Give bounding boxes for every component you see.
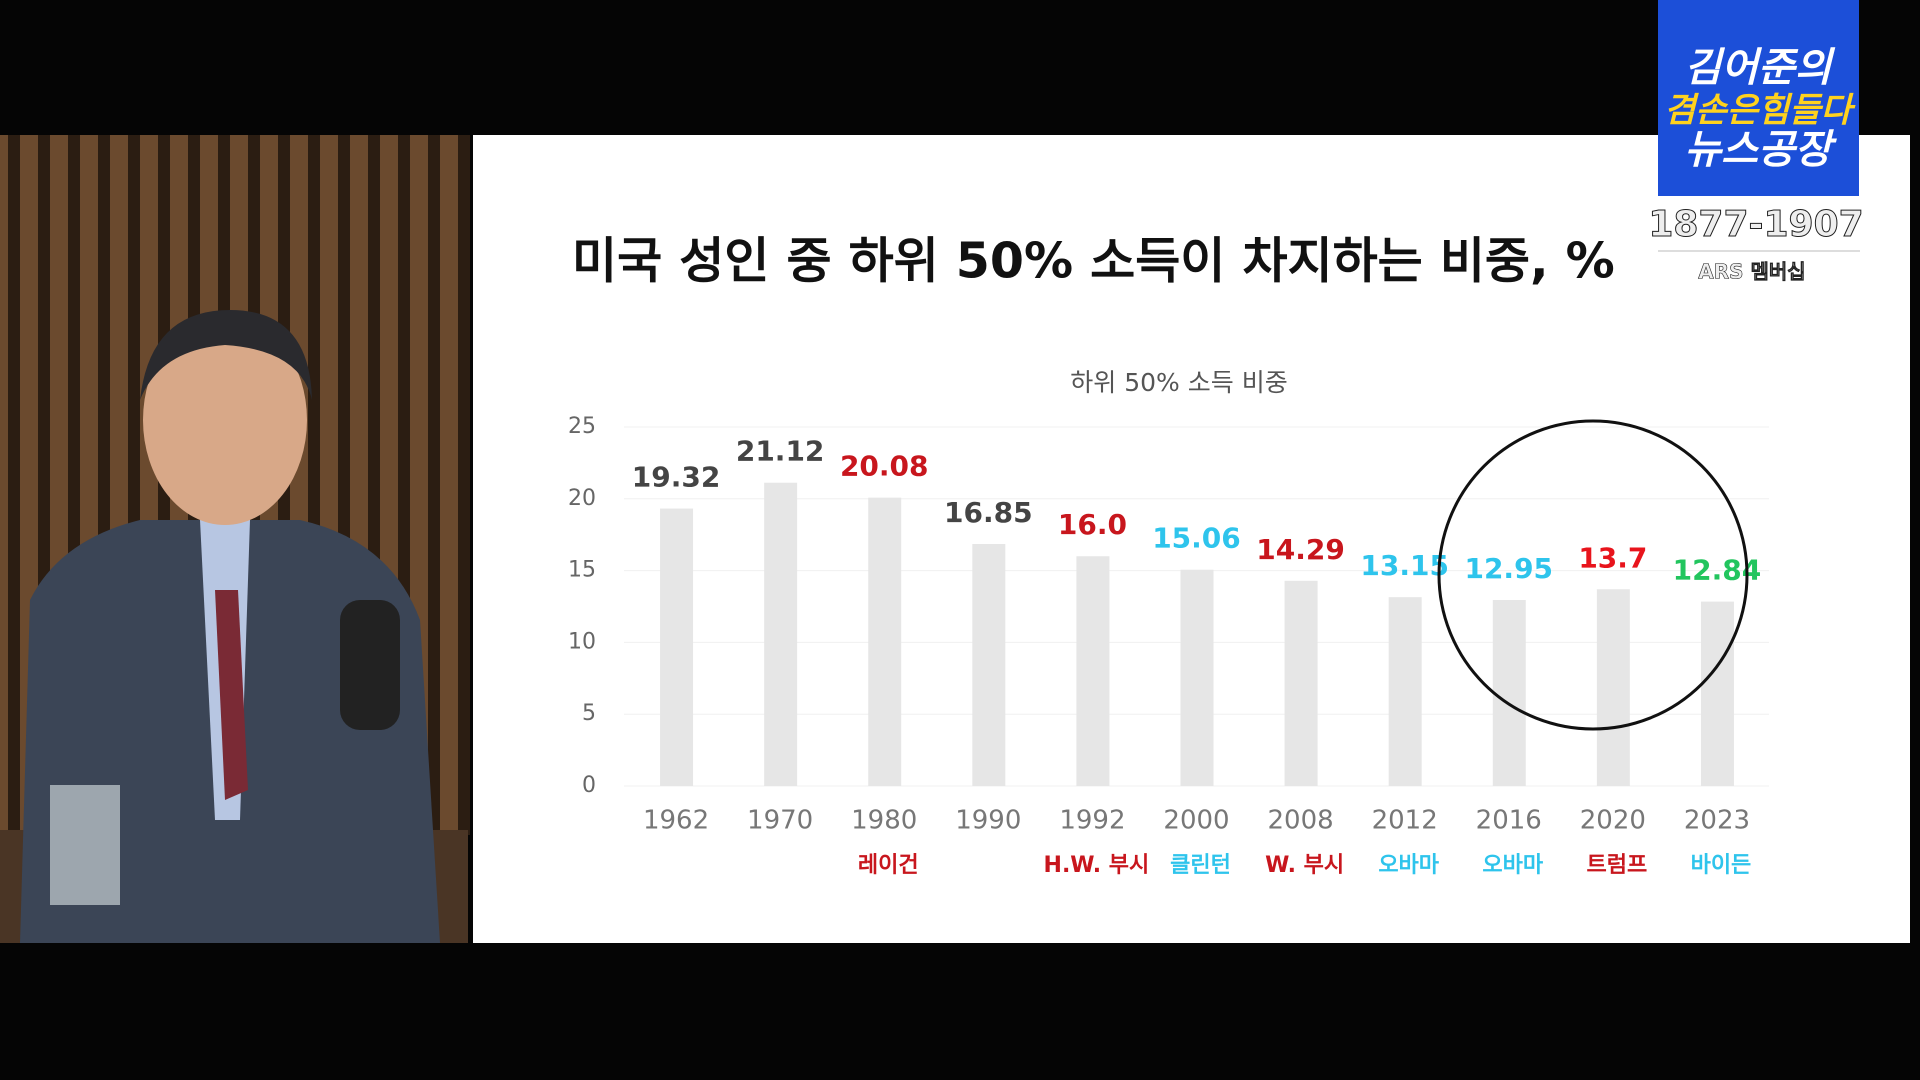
x-tick-label: 2000 — [1163, 806, 1229, 836]
president-label: W. 부시 — [1265, 853, 1344, 878]
value-label: 14.29 — [1256, 533, 1345, 566]
value-label: 13.15 — [1360, 549, 1449, 582]
president-label: 클린턴 — [1170, 853, 1231, 878]
presenter-face — [143, 315, 307, 525]
y-tick-label: 0 — [582, 773, 596, 798]
value-label: 13.7 — [1578, 541, 1647, 574]
logo-text: 뉴스공장 — [1684, 127, 1837, 173]
value-label: 16.0 — [1058, 508, 1127, 541]
logo-text: 김어준의 — [1684, 45, 1835, 91]
bar — [1180, 569, 1214, 786]
bar — [660, 508, 694, 786]
wood-stripe — [458, 135, 470, 835]
hair — [140, 310, 312, 400]
president-label: 바이든 — [1691, 853, 1752, 878]
glass — [50, 785, 120, 905]
bar — [1284, 580, 1318, 786]
x-tick-label: 2012 — [1372, 806, 1438, 836]
y-tick-label: 15 — [568, 558, 596, 583]
phone: 1877-1907 — [1648, 204, 1863, 245]
membership: ARS 멤버십 — [1698, 260, 1805, 284]
logo-box — [1658, 0, 1859, 196]
x-tick-label: 2023 — [1684, 806, 1750, 836]
value-label: 15.06 — [1152, 522, 1241, 555]
tie — [215, 590, 248, 800]
bar — [1492, 600, 1526, 786]
x-tick-label: 2008 — [1268, 806, 1334, 836]
president-label: 트럼프 — [1586, 853, 1647, 878]
x-tick-label: 1980 — [851, 806, 917, 836]
headline: 미국 성인 중 하위 50% 소득이 차지하는 비중, % — [572, 233, 1615, 290]
y-tick-label: 25 — [568, 414, 596, 439]
wood-stripe — [8, 135, 20, 835]
x-tick-label: 1990 — [955, 806, 1021, 836]
magnifier — [1437, 419, 1749, 731]
y-tick-label: 5 — [582, 701, 596, 726]
slide — [473, 135, 1910, 943]
bar — [1388, 597, 1422, 786]
value-label: 12.95 — [1464, 552, 1553, 585]
president-label: 레이건 — [858, 853, 919, 878]
bar — [1596, 589, 1630, 786]
president-label: H.W. 부시 — [1044, 853, 1150, 878]
x-tick-label: 1992 — [1059, 806, 1125, 836]
value-label: 21.12 — [736, 435, 825, 468]
bar — [972, 544, 1006, 786]
president-label: 오바마 — [1378, 853, 1439, 878]
wood-stripe — [428, 135, 440, 835]
bar — [1700, 601, 1734, 786]
y-tick-label: 20 — [568, 486, 596, 511]
x-tick-label: 1962 — [643, 806, 709, 836]
x-tick-label: 2020 — [1580, 806, 1646, 836]
y-tick-label: 10 — [568, 629, 596, 654]
microphone — [340, 600, 400, 730]
president-label: 오바마 — [1482, 853, 1543, 878]
value-label: 16.85 — [944, 496, 1033, 529]
logo-text: 겸손은힘들다 — [1664, 91, 1856, 131]
bar — [868, 497, 902, 786]
value-label: 20.08 — [840, 450, 929, 483]
chart: 0 5 10 15 20 25 19.32 1962 21.12 1970 20.08 1980 레이건… — [568, 414, 1769, 878]
chart-title: 하위 50% 소득 비중 — [1070, 368, 1287, 397]
bar — [1076, 556, 1110, 786]
x-tick-label: 2016 — [1476, 806, 1542, 836]
value-label: 19.32 — [632, 461, 721, 494]
x-tick-label: 1970 — [747, 806, 813, 836]
bar — [764, 482, 798, 786]
